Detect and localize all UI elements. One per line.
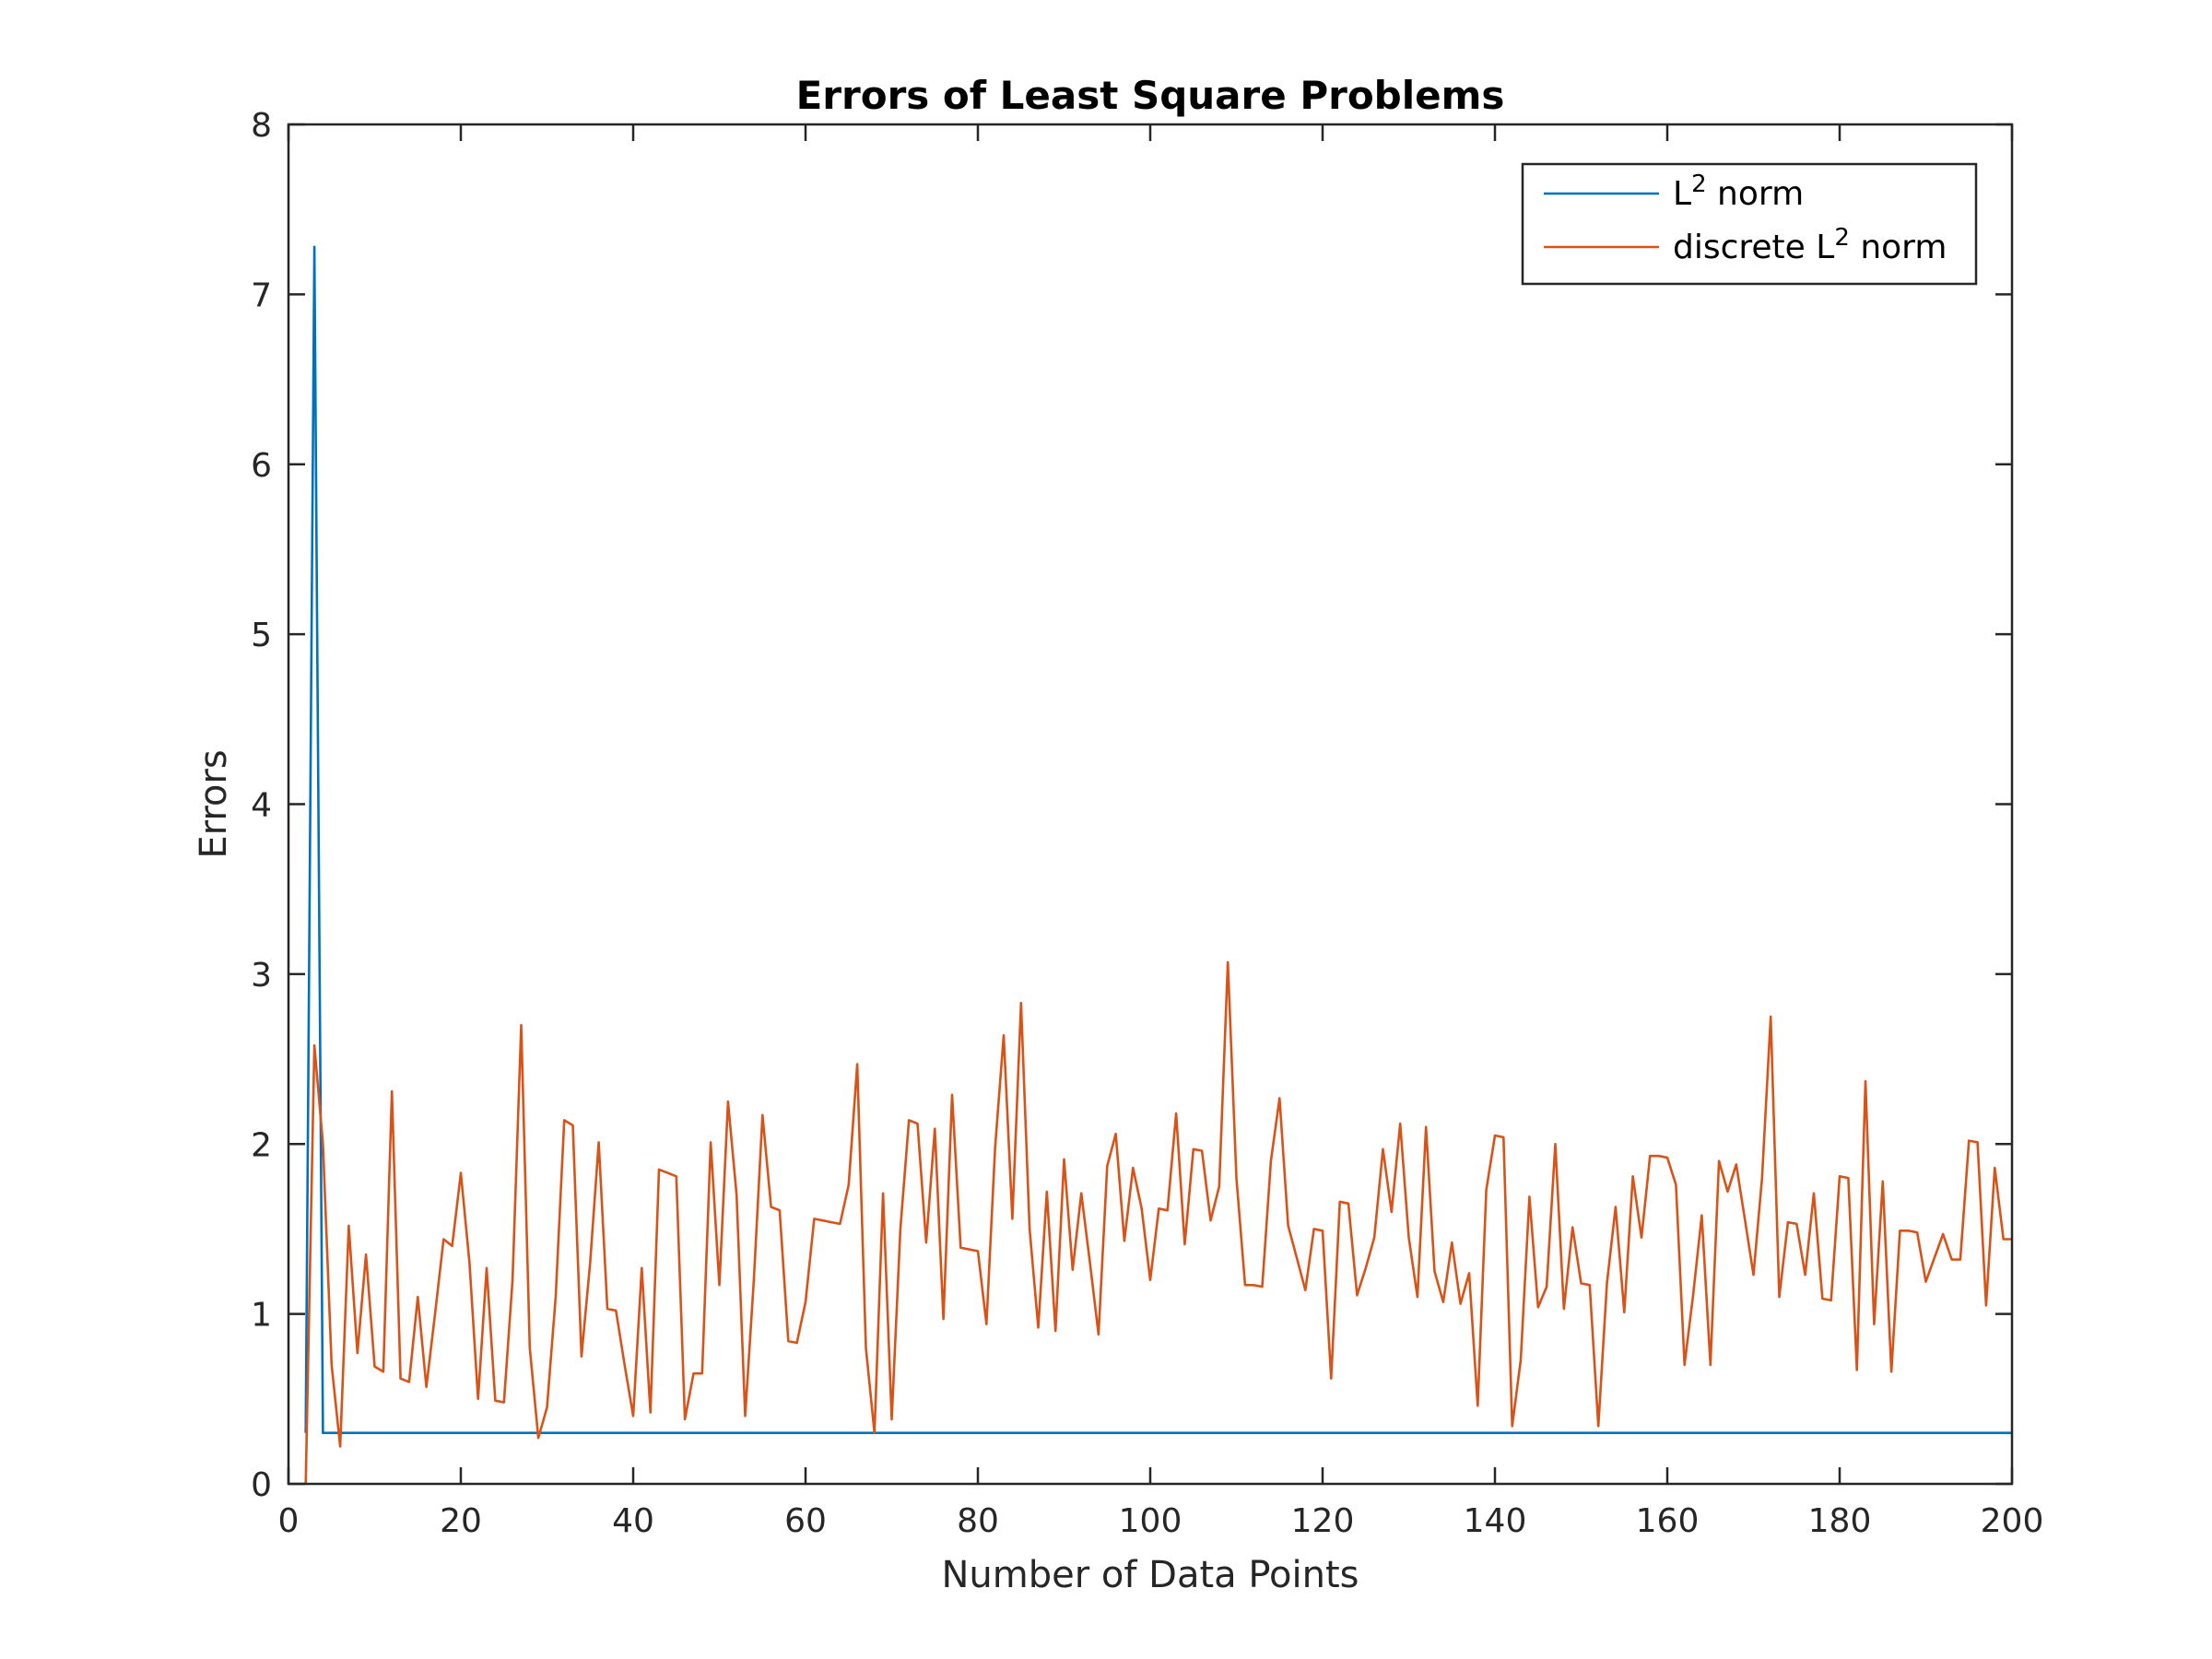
series-layer bbox=[304, 245, 2012, 1485]
y-tick-label: 4 bbox=[251, 787, 272, 825]
x-tick-label: 0 bbox=[278, 1502, 300, 1540]
x-tick-label: 100 bbox=[1119, 1502, 1182, 1540]
x-tick-label: 20 bbox=[440, 1502, 482, 1540]
legend-entry-discrete-l2-norm-sup: 2 bbox=[1834, 224, 1850, 252]
legend: L2 norm discrete L2 norm bbox=[1521, 162, 1978, 286]
y-axis-label: Errors bbox=[193, 749, 235, 858]
x-tick-label: 180 bbox=[1808, 1502, 1872, 1540]
y-tick-label: 1 bbox=[251, 1297, 272, 1335]
y-tick-label: 7 bbox=[251, 276, 272, 314]
x-axis-label: Number of Data Points bbox=[941, 1554, 1359, 1596]
legend-entry-l2-norm: L2 norm bbox=[1673, 171, 1804, 213]
x-tick-label: 60 bbox=[784, 1502, 827, 1540]
y-tick-label: 6 bbox=[251, 447, 272, 485]
x-tick-label: 40 bbox=[612, 1502, 654, 1540]
x-tick-label: 140 bbox=[1464, 1502, 1527, 1540]
ticks-layer: 0 20 40 60 80 100 120 140 160 180 200 0 1 2 3 4 5 6 7 8 bbox=[251, 107, 2043, 1540]
legend-box bbox=[1521, 162, 1978, 286]
y-tick-label: 0 bbox=[251, 1466, 272, 1504]
series-line-l2-norm bbox=[304, 245, 2012, 1434]
legend-entry-l2-norm-rest: norm bbox=[1707, 175, 1805, 213]
legend-entry-l2-norm-base: L bbox=[1673, 175, 1691, 213]
series-line-discrete-l2-norm bbox=[304, 960, 2012, 1485]
legend-entry-l2-norm-sup: 2 bbox=[1691, 171, 1707, 198]
x-tick-label: 160 bbox=[1636, 1502, 1700, 1540]
plot-area bbox=[288, 124, 2012, 1484]
y-tick-label: 5 bbox=[251, 617, 272, 654]
legend-entry-discrete-l2-norm-base: discrete L bbox=[1673, 229, 1834, 266]
chart-title: Errors of Least Square Problems bbox=[796, 73, 1505, 118]
x-tick-label: 200 bbox=[1981, 1502, 2044, 1540]
legend-entry-discrete-l2-norm: discrete L2 norm bbox=[1673, 224, 1947, 266]
x-tick-label: 120 bbox=[1291, 1502, 1355, 1540]
y-tick-label: 3 bbox=[251, 957, 272, 994]
x-tick-label: 80 bbox=[957, 1502, 999, 1540]
y-tick-label: 2 bbox=[251, 1126, 272, 1164]
y-tick-label: 8 bbox=[251, 107, 272, 145]
legend-entry-discrete-l2-norm-rest: norm bbox=[1850, 229, 1947, 266]
